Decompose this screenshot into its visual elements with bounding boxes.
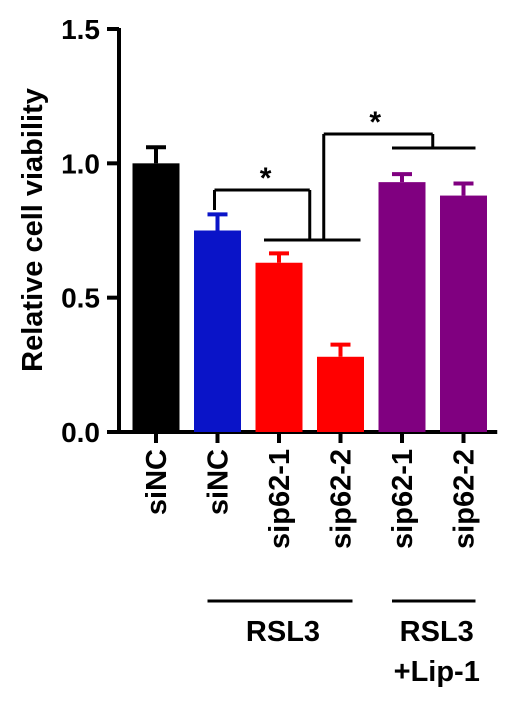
bars [132,163,487,433]
bar [378,182,426,432]
group-label: +Lip-1 [394,656,480,688]
bar [132,163,180,433]
bar [255,262,303,432]
bar [194,230,241,432]
bar [440,195,487,432]
x-tick-label: sip62-2 [326,449,358,549]
x-tick-label: sip62-1 [387,449,419,549]
x-axis [117,430,498,443]
significance-star: * [260,162,272,195]
y-tick-label: 1.0 [61,148,100,179]
x-tick-label: sip62-1 [264,449,296,549]
error-bars [146,145,474,357]
significance-star: * [369,106,381,139]
significance-brackets: ** [213,106,476,242]
y-tick-label: 0.0 [61,417,100,448]
group-labels: RSL3 RSL3 +Lip-1 [207,599,480,688]
y-tick-label: 0.5 [61,283,100,314]
y-axis-label: Relative cell viability [17,88,49,372]
x-tick-label: siNC [141,449,173,515]
group-label: RSL3 [400,616,474,648]
y-tick-label: 1.5 [61,14,100,45]
y-axis: 0.0 0.5 1.0 1.5 [61,14,121,448]
x-tick-label: siNC [203,449,235,515]
x-tick-labels: siNC siNC sip62-1 sip62-2 sip62-1 sip62-2 [141,449,481,549]
x-tick-label: sip62-2 [449,449,481,549]
group-label: RSL3 [246,616,320,648]
bar [317,356,364,432]
